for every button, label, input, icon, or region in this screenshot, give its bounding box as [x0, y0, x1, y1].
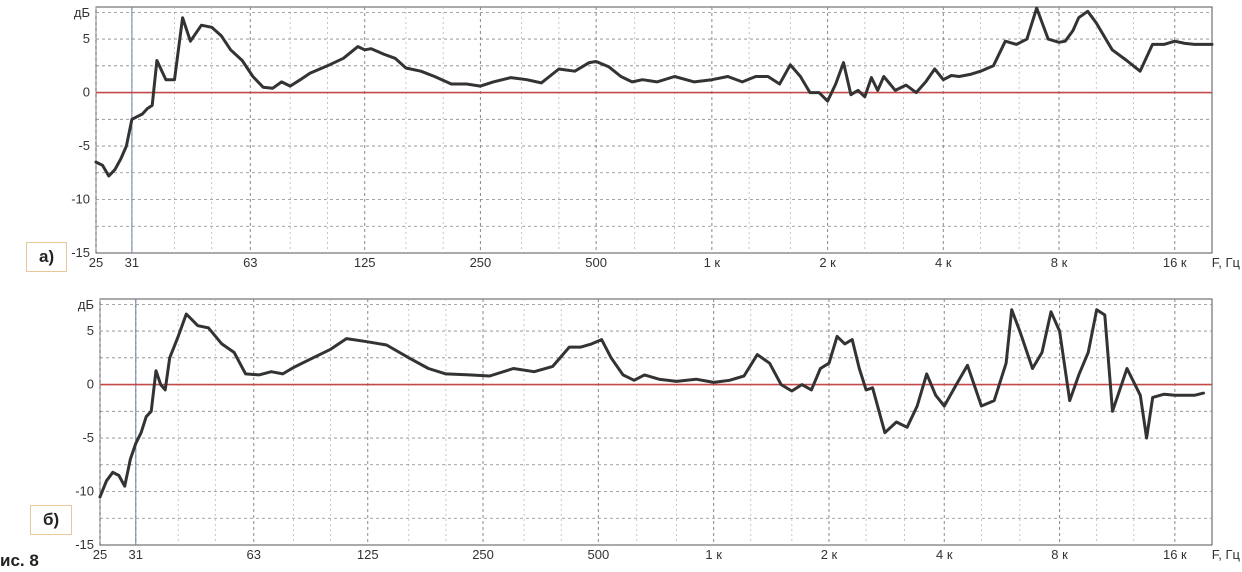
panel-a-y-tick-label: -10 [71, 192, 90, 207]
panel-b-x-tick-label: 125 [357, 547, 379, 562]
panel-a-x-tick-label: 8 к [1051, 255, 1068, 270]
figure-caption: ис. 8 [0, 551, 39, 570]
panel-b-x-tick-label: 63 [247, 547, 261, 562]
panel-b-series-line-0 [98, 308, 1205, 499]
panel-b-plot-frame [99, 298, 1213, 546]
panel-b-y-tick-label: 5 [87, 323, 94, 338]
panel-a-x-tick-label: 31 [125, 255, 139, 270]
panel-label-b: б) [30, 505, 73, 535]
panel-a-x-tick-label: 125 [354, 255, 376, 270]
panel-a-x-tick-label: 2 к [819, 255, 836, 270]
panel-a-x-tick-label: 4 к [935, 255, 952, 270]
panel-a-y-tick-label: -15 [71, 245, 90, 260]
panel-b-x-tick-label: 8 к [1051, 547, 1068, 562]
panel-a-x-tick-label: 25 [89, 255, 103, 270]
panel-a-x-tick-label: 250 [470, 255, 492, 270]
panel-a-plot-frame [95, 6, 1213, 254]
panel-b-y-tick-label: 0 [87, 377, 94, 392]
panel-a-x-tick-label: 16 к [1163, 255, 1187, 270]
panel-a-y-tick-label: 5 [83, 31, 90, 46]
panel-a-x-tick-label: 1 к [704, 255, 721, 270]
panel-b-x-tick-label: 16 к [1163, 547, 1187, 562]
panel-b-x-axis-label: F, Гц [1212, 547, 1241, 562]
panel-b-y-axis-label: дБ [78, 297, 94, 312]
panel-b-x-tick-label: 4 к [936, 547, 953, 562]
panel-a-y-axis-label: дБ [74, 5, 90, 20]
panel-b-x-tick-label: 2 к [821, 547, 838, 562]
panel-a-y-tick-label: 0 [83, 85, 90, 100]
panel-a-x-axis-label: F, Гц [1212, 255, 1241, 270]
panel-b-x-tick-label: 25 [93, 547, 107, 562]
panel-b-x-tick-label: 500 [587, 547, 609, 562]
panel-b-y-tick-label: -5 [82, 430, 94, 445]
panel-a-x-tick-label: 500 [585, 255, 607, 270]
panel-b-y-tick-label: -10 [75, 484, 94, 499]
panel-a-x-tick-label: 63 [243, 255, 257, 270]
panel-b-x-tick-label: 31 [129, 547, 143, 562]
panel-b-x-tick-label: 250 [472, 547, 494, 562]
panel-b-x-tick-label: 1 к [705, 547, 722, 562]
panel-a-series-line-0 [94, 6, 1214, 178]
panel-b-y-tick-label: -15 [75, 537, 94, 552]
panel-label-a: а) [26, 242, 68, 272]
panel-a-y-tick-label: -5 [78, 138, 90, 153]
